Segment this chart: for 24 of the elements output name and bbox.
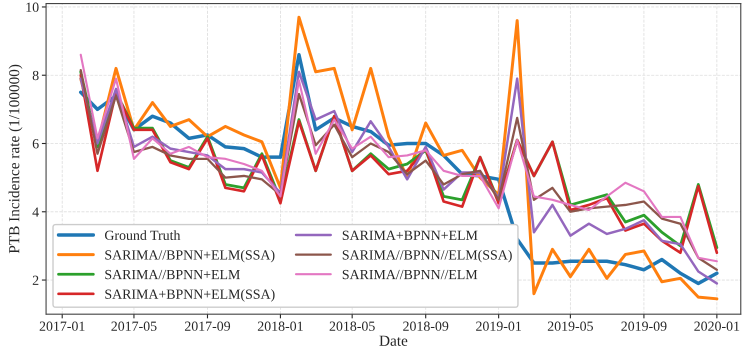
x-tick-label: 2020-01: [694, 322, 740, 331]
legend-label: SARIMA//BPNN//ELM(SSA): [342, 250, 512, 262]
x-tick-label: 2017-01: [40, 322, 85, 331]
y-tick-label: 10: [26, 2, 39, 12]
legend-label: SARIMA//BPNN+ELM(SSA): [105, 250, 274, 262]
legend-label: Ground Truth: [104, 230, 180, 240]
x-tick-label: 2018-05: [330, 322, 375, 331]
x-tick-label: 2018-01: [258, 322, 303, 331]
y-tick-label: 2: [32, 276, 38, 285]
x-tick-label: 2018-09: [403, 322, 448, 331]
x-tick-label: 2019-09: [621, 322, 666, 331]
x-tick-label: 2017-09: [184, 322, 230, 331]
x-axis-title: Date: [379, 336, 408, 346]
legend-label: SARIMA//BPNN//ELM: [342, 270, 478, 280]
legend-label: SARIMA//BPNN+ELM: [105, 270, 240, 280]
x-tick-label: 2017-05: [111, 322, 157, 331]
y-tick-label: 6: [32, 139, 39, 148]
x-tick-label: 2019-05: [548, 322, 593, 331]
y-tick-label: 8: [32, 70, 39, 80]
y-axis-title: PTB Incidence rate (1/100000): [8, 64, 22, 254]
legend-label: SARIMA+BPNN+ELM: [342, 230, 478, 240]
legend-label: SARIMA+BPNN+ELM(SSA): [105, 289, 275, 302]
y-tick-label: 4: [32, 207, 39, 217]
x-tick-label: 2019-01: [476, 322, 521, 331]
